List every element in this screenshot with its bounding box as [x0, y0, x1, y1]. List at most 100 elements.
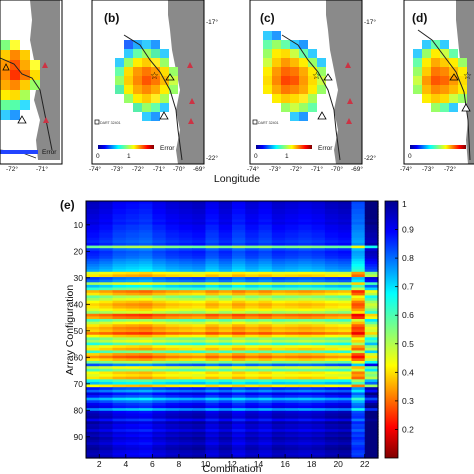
heatmap-cell — [112, 376, 127, 380]
heatmap-cell — [178, 395, 193, 399]
heatmap-cell — [178, 326, 193, 331]
heatmap-cell — [351, 426, 366, 430]
heatmap-cell — [165, 389, 180, 394]
heatmap-cell — [338, 442, 353, 446]
heatmap-cell — [298, 211, 313, 215]
map-frame — [0, 0, 63, 165]
heatmap-cell — [86, 410, 100, 415]
lon-tick: -70° — [331, 165, 343, 173]
heatmap-cell — [152, 395, 167, 399]
heatmap-cell — [125, 339, 140, 344]
heatmap-cell — [86, 434, 100, 438]
heatmap-cell — [245, 345, 260, 349]
heatmap-cell — [351, 379, 366, 383]
heatmap-cell — [258, 376, 273, 380]
heatmap-cell — [192, 206, 207, 210]
heatmap-cell — [165, 298, 180, 302]
heatmap-cell — [178, 413, 193, 417]
heatmap-cell — [152, 250, 167, 255]
heatmap-cell — [285, 266, 299, 270]
heatmap-cell — [165, 429, 180, 433]
lon-tick: -74° — [400, 165, 412, 173]
station-marker — [345, 62, 351, 68]
heatmap-cell — [298, 311, 313, 315]
heatmap-cell — [285, 439, 299, 443]
heatmap-cell — [192, 282, 207, 286]
heatmap-cell — [205, 376, 220, 380]
heatmap-cell — [311, 429, 326, 433]
heatmap-cell — [205, 439, 220, 443]
heatmap-cell — [258, 245, 273, 249]
heatmap-cell — [165, 269, 180, 273]
heatmap-cell — [205, 381, 220, 386]
heatmap-cell — [152, 402, 167, 407]
heatmap-cell — [232, 216, 246, 220]
heatmap-cell — [311, 295, 326, 299]
heatmap-cell — [139, 342, 153, 346]
heatmap-cell — [218, 229, 233, 234]
heatmap-cell — [364, 274, 379, 278]
heatmap-cell — [139, 450, 153, 454]
heatmap-cell — [245, 358, 260, 362]
heatmap-cell — [178, 308, 193, 312]
heatmap-cell — [364, 421, 379, 425]
heatmap-cell — [178, 374, 193, 378]
heatmap-cell — [364, 292, 379, 297]
map-land — [30, 0, 60, 160]
heatmap-cell — [285, 214, 299, 218]
dart-station-marker — [94, 119, 100, 125]
heatmap-cell — [338, 402, 353, 407]
heatmap-cell — [192, 287, 207, 291]
heatmap-cell — [338, 319, 353, 323]
heatmap-cell — [86, 211, 100, 215]
heatmap-cell — [324, 295, 339, 299]
heatmap-cell — [324, 319, 339, 323]
heatmap-cell — [258, 334, 273, 338]
heatmap-cell — [258, 224, 273, 228]
heatmap-cell — [99, 379, 114, 383]
heatmap-cell — [298, 235, 313, 239]
heatmap-cell — [125, 245, 140, 249]
heatmap-cell — [192, 214, 207, 218]
heatmap-cell — [112, 298, 127, 302]
heatmap-cell — [258, 366, 273, 370]
heatmap-cell — [139, 429, 153, 433]
heatmap-cell — [311, 305, 326, 310]
heatmap-cell — [112, 397, 127, 401]
heatmap-cell — [99, 277, 114, 281]
heatmap-cell — [205, 392, 220, 396]
heatmap-cell — [112, 316, 127, 320]
heatmap-cell — [86, 376, 100, 380]
heatmap-cell — [298, 416, 313, 420]
heatmap-cell — [338, 282, 353, 286]
station-marker — [42, 62, 48, 68]
heatmap-cell — [86, 408, 100, 412]
heatmap-cell — [178, 347, 193, 352]
heatmap-cell — [298, 269, 313, 273]
heatmap-cell — [364, 389, 379, 394]
heatmap-cell — [112, 313, 127, 317]
heatmap-cell — [218, 311, 233, 315]
heatmap-cell — [125, 355, 140, 359]
heatmap-cell — [139, 368, 153, 373]
heatmap-cell — [271, 379, 286, 383]
heatmap-cell — [338, 258, 353, 262]
heatmap-cell — [178, 305, 193, 310]
heatmap-cell — [298, 397, 313, 401]
heatmap-cell — [324, 237, 339, 241]
heatmap-cell — [112, 452, 127, 456]
heatmap-cell — [86, 387, 100, 391]
heatmap-cell — [192, 279, 207, 283]
heatmap-cell — [139, 214, 153, 218]
heatmap-cell — [285, 358, 299, 362]
heatmap-cell — [271, 313, 286, 317]
heatmap-cell — [125, 284, 140, 289]
lon-tick: -72° — [132, 165, 144, 173]
heatmap-cell — [112, 253, 127, 257]
heatmap-cell — [271, 248, 286, 252]
heatmap-cell — [285, 379, 299, 383]
x-tick-label: 2 — [97, 459, 102, 469]
heatmap-cell — [271, 256, 286, 260]
heatmap-cell — [178, 423, 193, 428]
heatmap-cell — [178, 444, 193, 449]
